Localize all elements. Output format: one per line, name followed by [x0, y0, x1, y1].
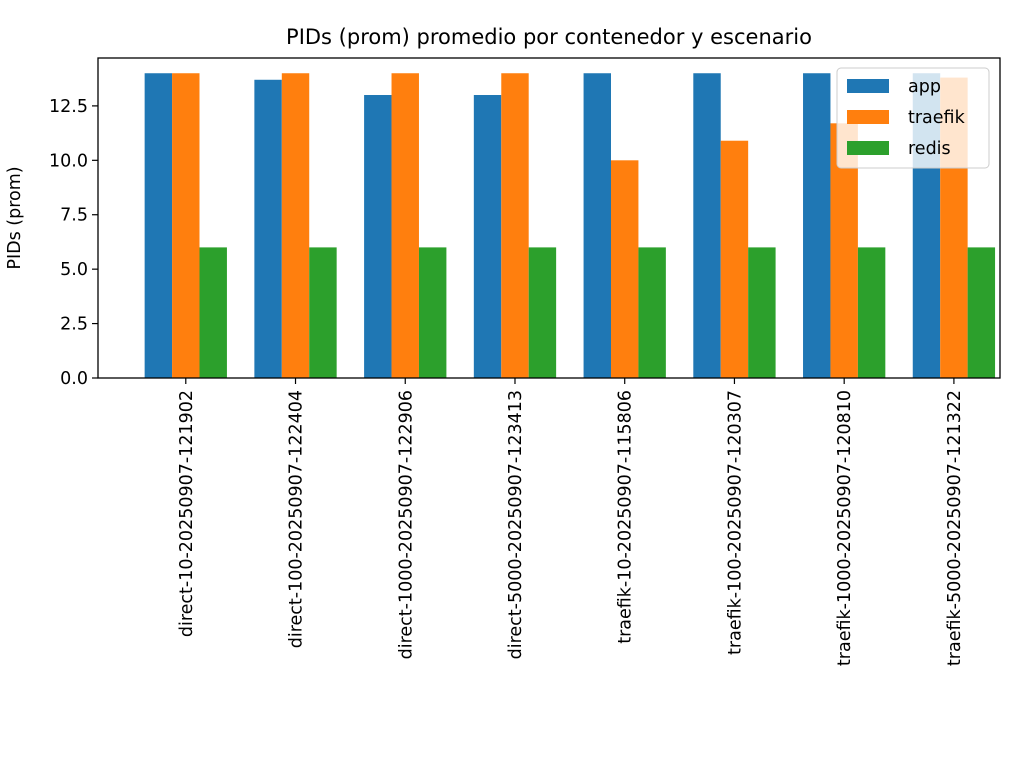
bar-app-3	[364, 95, 392, 378]
chart-title: PIDs (prom) promedio por contenedor y es…	[286, 25, 812, 49]
x-tick-label: direct-1000-20250907-122906	[396, 390, 416, 659]
bar-traefik-6	[720, 140, 749, 378]
x-tick-label: direct-100-20250907-122404	[287, 390, 307, 648]
y-tick-label: 0.0	[60, 369, 88, 389]
bar-traefik-5	[611, 160, 639, 378]
bar-redis-7	[857, 247, 886, 378]
x-tick-label: direct-10-20250907-121902	[177, 390, 197, 637]
y-axis-label: PIDs (prom)	[5, 166, 25, 269]
bar-redis-8	[967, 247, 996, 378]
bar-app-6	[693, 73, 721, 379]
bar-app-7	[803, 73, 831, 379]
bar-traefik-3	[391, 73, 419, 379]
x-tick-label: direct-5000-20250907-123413	[506, 390, 526, 659]
y-tick-label: 12.5	[49, 97, 88, 117]
x-tick-label: traefik-100-20250907-120307	[725, 390, 745, 655]
bar-redis-1	[199, 247, 227, 378]
bar-redis-4	[528, 247, 557, 378]
y-tick-label: 2.5	[60, 315, 88, 335]
bar-app-1	[144, 73, 173, 379]
bar-redis-5	[638, 247, 666, 378]
bar-app-5	[583, 73, 611, 379]
legend-label-traefik: traefik	[908, 108, 966, 128]
plot-frame	[97, 57, 1001, 379]
x-tick-label: traefik-10-20250907-115806	[616, 390, 636, 644]
legend-label-redis: redis	[908, 139, 951, 159]
y-tick-label: 7.5	[60, 206, 88, 226]
bar-traefik-1	[172, 73, 200, 379]
legend-swatch-app	[847, 79, 889, 93]
y-tick-label: 5.0	[60, 260, 88, 280]
legend: app traefik redis	[836, 67, 990, 169]
bar-traefik-4	[501, 73, 529, 379]
y-tick-label: 10.0	[49, 151, 88, 171]
bar-redis-3	[418, 247, 447, 378]
legend-swatch-redis	[847, 141, 889, 155]
axes-group: 0.0 2.5 5.0 7.5 10.0 12.5 direct-10-20250907-1…	[49, 57, 1001, 666]
bar-redis-6	[748, 247, 776, 378]
bar-app-4	[473, 95, 502, 378]
bar-app-2	[254, 79, 282, 379]
legend-label-app: app	[908, 77, 941, 97]
bars-group	[144, 73, 996, 379]
legend-swatch-traefik	[847, 110, 889, 124]
bar-traefik-2	[281, 73, 310, 379]
x-tick-label: traefik-1000-20250907-120810	[835, 390, 855, 666]
bar-redis-2	[309, 247, 337, 378]
x-tick-label: traefik-5000-20250907-121322	[945, 390, 965, 666]
